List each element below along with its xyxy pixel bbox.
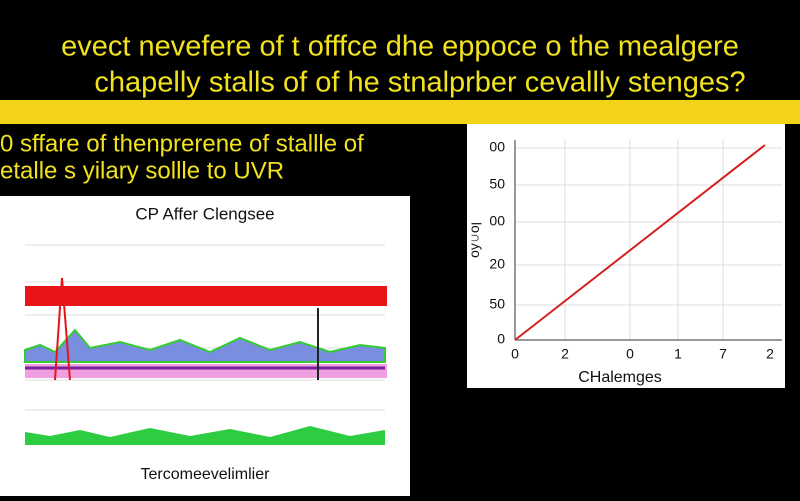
red-band	[25, 286, 387, 306]
x-axis-label: Tercomeevelimlier	[141, 466, 271, 483]
y-axis-label: lo∩ʎo	[468, 222, 484, 258]
headline: evect nevefere of t offfce dhe eppoce o …	[61, 31, 739, 63]
y-tick-label: 00	[489, 213, 505, 229]
y-tick-label: 50	[489, 296, 505, 312]
y-tick-label: 20	[489, 256, 505, 272]
headline: chapelly stalls of of he stnalprber ceva…	[94, 67, 745, 99]
y-tick-label: 0	[6, 273, 14, 289]
y-tick-label: 00	[489, 139, 505, 155]
y-tick-label: 50	[489, 176, 505, 192]
x-tick-label: 2	[561, 346, 569, 362]
y-tick-label: 0	[6, 236, 14, 252]
y-tick-label: 0	[6, 371, 14, 387]
panel-title: CP Affer Clengsee	[135, 204, 274, 223]
green-area	[25, 426, 385, 445]
pink-band	[25, 364, 387, 378]
x-tick-label: 0	[626, 346, 634, 362]
y-tick-label: 0	[497, 331, 505, 347]
noisy-area	[24, 328, 386, 363]
y-tick-label: 0	[6, 306, 14, 322]
x-tick-label: 2	[766, 346, 774, 362]
y-tick-label: 0	[6, 434, 14, 450]
x-tick-label: 0	[511, 346, 519, 362]
y-tick-label: S	[5, 401, 14, 417]
x-axis-label: CHalemges	[578, 369, 662, 386]
yellow-bar	[0, 100, 800, 124]
spike	[54, 277, 71, 381]
right-grid	[515, 140, 782, 340]
left-y-labels: 0 0 0 0 0 S 0	[5, 236, 14, 450]
subheadline: etalle s yilary sollle to UVR	[0, 157, 284, 184]
y-tick-label: 0	[6, 339, 14, 355]
trend-line	[514, 144, 766, 341]
x-tick-label: 1	[674, 346, 682, 362]
right-panel	[467, 124, 785, 388]
x-tick-label: 7	[719, 346, 727, 362]
subheadline: 0 sffare of thenprerene of stallle of	[0, 130, 364, 157]
